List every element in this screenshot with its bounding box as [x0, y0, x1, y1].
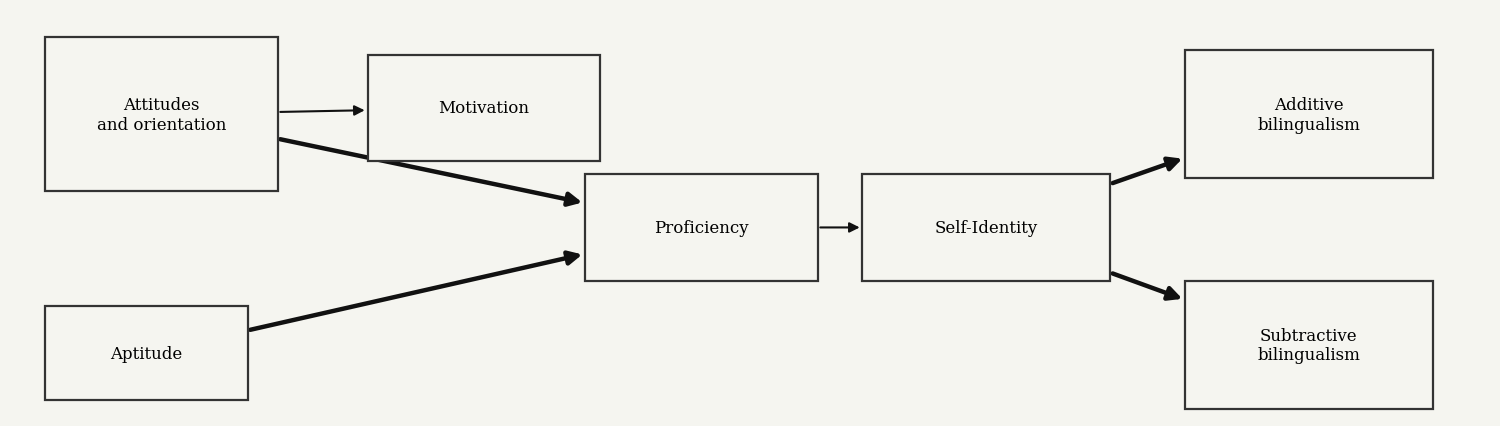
Text: Additive
bilingualism: Additive bilingualism — [1257, 97, 1360, 133]
Text: Proficiency: Proficiency — [654, 219, 748, 236]
FancyBboxPatch shape — [862, 175, 1110, 281]
FancyBboxPatch shape — [585, 175, 818, 281]
FancyBboxPatch shape — [1185, 281, 1432, 409]
Text: Self-Identity: Self-Identity — [934, 219, 1038, 236]
FancyBboxPatch shape — [368, 55, 600, 162]
Text: Aptitude: Aptitude — [110, 345, 183, 362]
FancyBboxPatch shape — [45, 307, 248, 400]
Text: Subtractive
bilingualism: Subtractive bilingualism — [1257, 327, 1360, 363]
FancyBboxPatch shape — [1185, 51, 1432, 179]
Text: Motivation: Motivation — [438, 100, 530, 117]
Text: Attitudes
and orientation: Attitudes and orientation — [96, 97, 226, 133]
FancyBboxPatch shape — [45, 38, 278, 192]
